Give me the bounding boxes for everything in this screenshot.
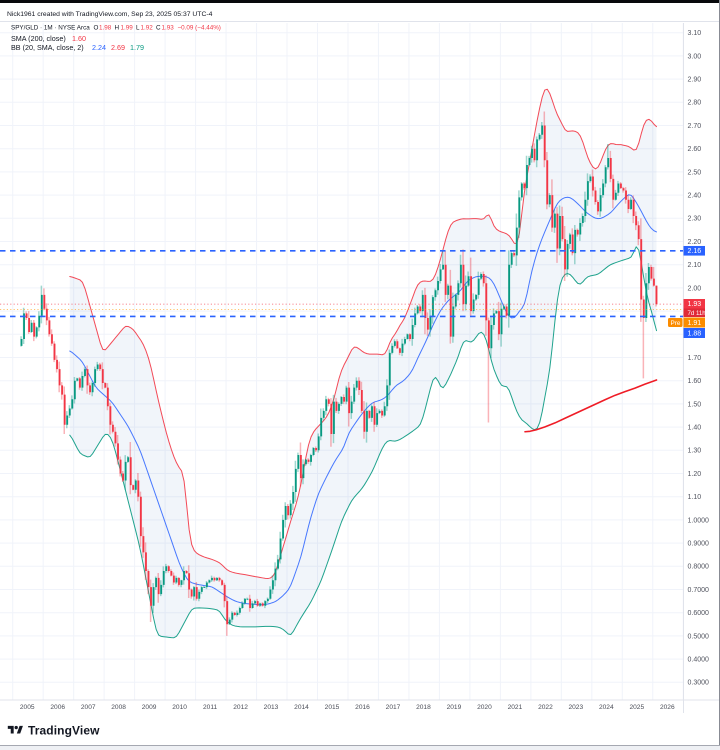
svg-text:0.3000: 0.3000 bbox=[688, 680, 710, 687]
svg-text:1.88: 1.88 bbox=[688, 331, 702, 338]
svg-text:2021: 2021 bbox=[508, 704, 523, 711]
svg-text:1.50: 1.50 bbox=[688, 401, 702, 408]
svg-text:BB (20, SMA, close, 2)2.242.69: BB (20, SMA, close, 2) 2.24 2.69 1.79 bbox=[11, 43, 144, 52]
svg-text:2019: 2019 bbox=[447, 704, 462, 711]
svg-text:2.50: 2.50 bbox=[688, 169, 702, 176]
svg-text:SMA (200, close)1.60: SMA (200, close) 1.60 bbox=[11, 34, 86, 43]
svg-text:2006: 2006 bbox=[50, 704, 65, 711]
svg-text:2.20: 2.20 bbox=[688, 239, 702, 246]
svg-text:2018: 2018 bbox=[416, 704, 431, 711]
svg-text:2013: 2013 bbox=[264, 704, 279, 711]
svg-text:0.8000: 0.8000 bbox=[688, 564, 710, 571]
svg-text:2005: 2005 bbox=[20, 704, 35, 711]
svg-text:2012: 2012 bbox=[233, 704, 248, 711]
svg-text:2014: 2014 bbox=[294, 704, 309, 711]
svg-text:2.90: 2.90 bbox=[688, 77, 702, 84]
svg-text:0.9000: 0.9000 bbox=[688, 541, 710, 548]
svg-text:2008: 2008 bbox=[111, 704, 126, 711]
svg-text:1.40: 1.40 bbox=[688, 425, 702, 432]
svg-text:2016: 2016 bbox=[355, 704, 370, 711]
svg-text:2.60: 2.60 bbox=[688, 146, 702, 153]
svg-text:1.0000: 1.0000 bbox=[688, 517, 710, 524]
svg-text:1.60: 1.60 bbox=[688, 378, 702, 385]
svg-text:2009: 2009 bbox=[142, 704, 157, 711]
svg-text:0.7000: 0.7000 bbox=[688, 587, 710, 594]
svg-text:7d 11h: 7d 11h bbox=[688, 310, 706, 317]
svg-text:2.30: 2.30 bbox=[688, 216, 702, 223]
svg-text:2015: 2015 bbox=[325, 704, 340, 711]
svg-text:1.70: 1.70 bbox=[688, 355, 702, 362]
svg-text:2024: 2024 bbox=[599, 704, 614, 711]
svg-text:2026: 2026 bbox=[660, 704, 675, 711]
svg-text:2011: 2011 bbox=[203, 704, 218, 711]
svg-text:2023: 2023 bbox=[568, 704, 583, 711]
svg-text:2025: 2025 bbox=[629, 704, 644, 711]
svg-text:2.70: 2.70 bbox=[688, 123, 702, 130]
svg-text:1.10: 1.10 bbox=[688, 494, 702, 501]
svg-text:2.10: 2.10 bbox=[688, 262, 702, 269]
svg-text:2010: 2010 bbox=[172, 704, 187, 711]
svg-text:3.10: 3.10 bbox=[688, 30, 702, 37]
svg-text:1.30: 1.30 bbox=[688, 448, 702, 455]
svg-text:0.6000: 0.6000 bbox=[688, 610, 710, 617]
svg-text:TradingView: TradingView bbox=[28, 724, 100, 738]
svg-text:3.00: 3.00 bbox=[688, 53, 702, 60]
svg-text:Pre: Pre bbox=[671, 320, 681, 327]
svg-text:0.5000: 0.5000 bbox=[688, 633, 710, 640]
svg-text:2017: 2017 bbox=[386, 704, 401, 711]
svg-text:1.91: 1.91 bbox=[688, 320, 702, 327]
svg-text:0.4000: 0.4000 bbox=[688, 657, 710, 664]
svg-text:2.40: 2.40 bbox=[688, 193, 702, 200]
svg-text:2.16: 2.16 bbox=[688, 248, 702, 255]
svg-text:2.00: 2.00 bbox=[688, 285, 702, 292]
svg-text:1.20: 1.20 bbox=[688, 471, 702, 478]
svg-text:2022: 2022 bbox=[538, 704, 553, 711]
svg-text:1.93: 1.93 bbox=[688, 301, 702, 308]
svg-text:2.80: 2.80 bbox=[688, 100, 702, 107]
svg-text:2007: 2007 bbox=[81, 704, 96, 711]
svg-text:2020: 2020 bbox=[477, 704, 492, 711]
